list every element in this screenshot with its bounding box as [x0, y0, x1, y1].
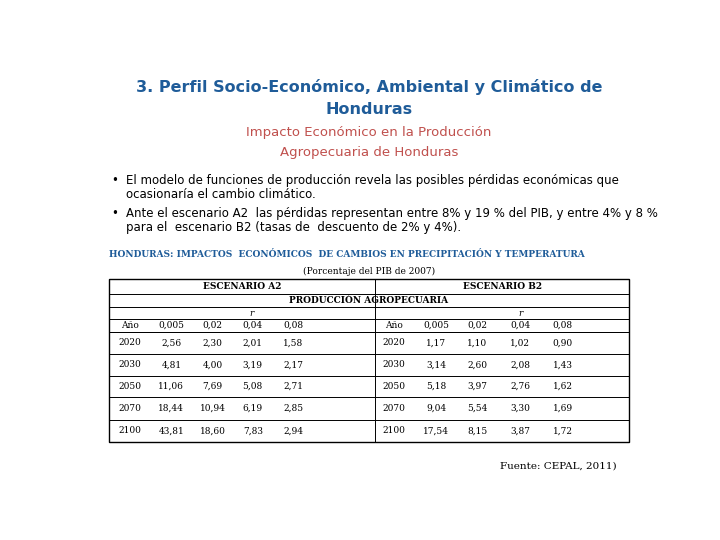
Text: 3,30: 3,30 [510, 404, 530, 413]
Text: 0,04: 0,04 [510, 321, 530, 330]
Text: r: r [518, 309, 522, 318]
Text: 2030: 2030 [382, 360, 405, 369]
Text: 2050: 2050 [119, 382, 142, 391]
Text: 2,56: 2,56 [161, 338, 181, 347]
Text: 4,81: 4,81 [161, 360, 181, 369]
Text: 8,15: 8,15 [467, 427, 487, 435]
Text: 3,87: 3,87 [510, 427, 530, 435]
Text: 2100: 2100 [119, 427, 142, 435]
Text: 6,19: 6,19 [243, 404, 263, 413]
Text: 5,08: 5,08 [243, 382, 263, 391]
Text: 2070: 2070 [119, 404, 142, 413]
Text: 1,69: 1,69 [553, 404, 573, 413]
Text: 0,005: 0,005 [158, 321, 184, 330]
Text: (Porcentaje del PIB de 2007): (Porcentaje del PIB de 2007) [303, 267, 435, 276]
Text: Honduras: Honduras [325, 102, 413, 117]
Text: 43,81: 43,81 [158, 427, 184, 435]
Text: Año: Año [122, 321, 139, 330]
Text: El modelo de funciones de producción revela las posibles pérdidas económicas que: El modelo de funciones de producción rev… [126, 174, 618, 187]
Text: ESCENARIO B2: ESCENARIO B2 [463, 282, 542, 291]
Text: 18,60: 18,60 [199, 427, 225, 435]
Text: 18,44: 18,44 [158, 404, 184, 413]
Text: 2020: 2020 [382, 338, 405, 347]
Text: 2,60: 2,60 [467, 360, 487, 369]
Text: 1,10: 1,10 [467, 338, 487, 347]
Text: •: • [112, 207, 119, 220]
Text: 3. Perfil Socio-Económico, Ambiental y Climático de: 3. Perfil Socio-Económico, Ambiental y C… [136, 79, 602, 94]
Text: 2020: 2020 [119, 338, 142, 347]
Text: 3,14: 3,14 [426, 360, 446, 369]
Text: 11,06: 11,06 [158, 382, 184, 391]
Text: ocasionaría el cambio climático.: ocasionaría el cambio climático. [126, 188, 315, 201]
Text: 0,04: 0,04 [243, 321, 263, 330]
Text: 2050: 2050 [382, 382, 405, 391]
Text: 1,17: 1,17 [426, 338, 446, 347]
Text: 2,76: 2,76 [510, 382, 530, 391]
Text: HONDURAS: IMPACTOS  ECONÓMICOS  DE CAMBIOS EN PRECIPITACIÓN Y TEMPERATURA: HONDURAS: IMPACTOS ECONÓMICOS DE CAMBIOS… [109, 249, 585, 259]
Text: 2,85: 2,85 [283, 404, 303, 413]
Text: 0,02: 0,02 [467, 321, 487, 330]
Text: 2,30: 2,30 [202, 338, 222, 347]
Text: 0,08: 0,08 [553, 321, 573, 330]
Text: Fuente: CEPAL, 2011): Fuente: CEPAL, 2011) [500, 461, 617, 470]
Text: 17,54: 17,54 [423, 427, 449, 435]
Text: 1,62: 1,62 [553, 382, 572, 391]
Text: 2,17: 2,17 [283, 360, 303, 369]
Text: 2030: 2030 [119, 360, 142, 369]
Text: Agropecuaria de Honduras: Agropecuaria de Honduras [280, 146, 458, 159]
Text: 1,72: 1,72 [553, 427, 572, 435]
Text: 4,00: 4,00 [202, 360, 222, 369]
Text: 3,19: 3,19 [243, 360, 263, 369]
Text: 7,83: 7,83 [243, 427, 263, 435]
Text: 1,58: 1,58 [283, 338, 303, 347]
Text: 5,18: 5,18 [426, 382, 446, 391]
Text: Impacto Económico en la Producción: Impacto Económico en la Producción [246, 126, 492, 139]
Text: PRODUCCIÓN AGROPECUARIA: PRODUCCIÓN AGROPECUARIA [289, 296, 449, 305]
Text: 2100: 2100 [382, 427, 405, 435]
Text: 10,94: 10,94 [199, 404, 225, 413]
Text: •: • [112, 174, 119, 187]
Text: 2,08: 2,08 [510, 360, 530, 369]
Text: 2070: 2070 [382, 404, 405, 413]
Text: 3,97: 3,97 [467, 382, 487, 391]
Text: r: r [249, 309, 253, 318]
Text: ESCENARIO A2: ESCENARIO A2 [202, 282, 281, 291]
Text: para el  escenario B2 (tasas de  descuento de 2% y 4%).: para el escenario B2 (tasas de descuento… [126, 221, 461, 234]
Text: 7,69: 7,69 [202, 382, 222, 391]
Text: 0,02: 0,02 [202, 321, 222, 330]
Text: 1,02: 1,02 [510, 338, 530, 347]
Text: 0,08: 0,08 [283, 321, 303, 330]
Bar [109, 279, 629, 442]
Text: 2,01: 2,01 [243, 338, 263, 347]
Text: 0,005: 0,005 [423, 321, 449, 330]
Text: 5,54: 5,54 [467, 404, 487, 413]
Text: 0,90: 0,90 [553, 338, 573, 347]
Text: 9,04: 9,04 [426, 404, 446, 413]
Text: 1,43: 1,43 [553, 360, 572, 369]
Text: Ante el escenario A2  las pérdidas representan entre 8% y 19 % del PIB, y entre : Ante el escenario A2 las pérdidas repres… [126, 207, 657, 220]
Text: Año: Año [385, 321, 402, 330]
Text: 2,94: 2,94 [283, 427, 303, 435]
Text: 2,71: 2,71 [283, 382, 303, 391]
